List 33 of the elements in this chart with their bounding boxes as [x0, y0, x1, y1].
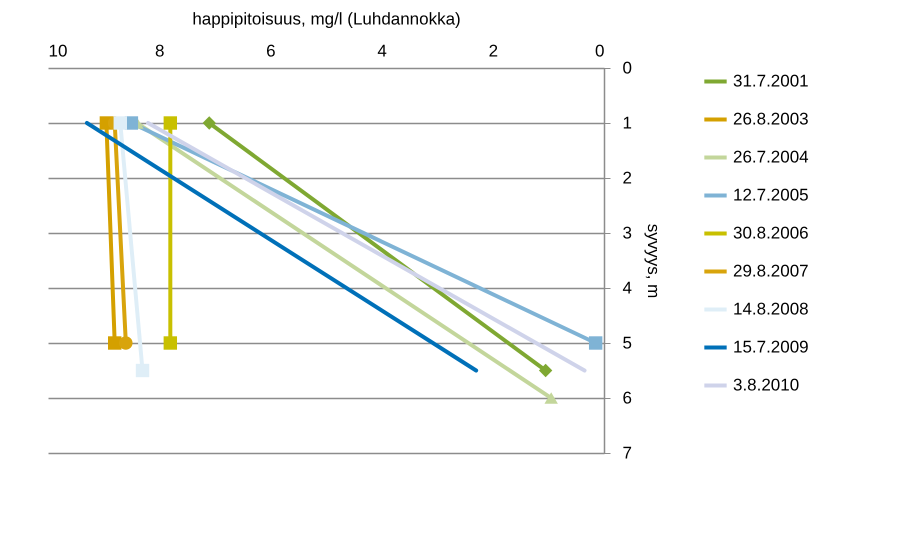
point	[136, 364, 150, 378]
y-tick-label: 0	[622, 58, 632, 78]
y-tick-label: 3	[622, 224, 632, 242]
y-axis-title: syvyys, m	[644, 224, 663, 298]
y-tick-label: 4	[622, 278, 632, 298]
x-tick-label: 6	[266, 42, 276, 60]
point	[114, 116, 127, 130]
y-tick-label: 5	[622, 334, 632, 352]
x-tick-label: 0	[595, 42, 604, 60]
legend-label: 15.7.2009	[733, 338, 809, 356]
point	[164, 116, 178, 130]
x-tick-label: 4	[377, 42, 387, 60]
y-tick-label: 7	[622, 444, 632, 462]
legend-label: 14.8.2008	[733, 300, 809, 318]
y-tick-label: 6	[622, 388, 632, 408]
legend-label: 31.7.2001	[733, 72, 809, 90]
y-tick-label: 2	[622, 168, 632, 188]
x-axis-title: happipitoisuus, mg/l (Luhdannokka)	[192, 10, 461, 28]
legend-label: 29.8.2007	[733, 262, 809, 280]
legend-label: 30.8.2006	[733, 224, 809, 242]
point	[588, 336, 602, 350]
x-tick-label: 10	[48, 42, 68, 60]
x-tick-label: 2	[488, 42, 498, 60]
point	[538, 364, 552, 378]
y-tick-label: 1	[622, 114, 632, 132]
legend-label: 12.7.2005	[733, 186, 809, 204]
point	[119, 336, 133, 350]
legend-label: 26.7.2004	[733, 148, 809, 166]
legend-label: 26.8.2003	[733, 110, 809, 128]
point	[164, 336, 178, 350]
point	[202, 116, 216, 130]
x-tick-label: 8	[154, 42, 164, 60]
legend-label: 3.8.2010	[733, 376, 800, 394]
